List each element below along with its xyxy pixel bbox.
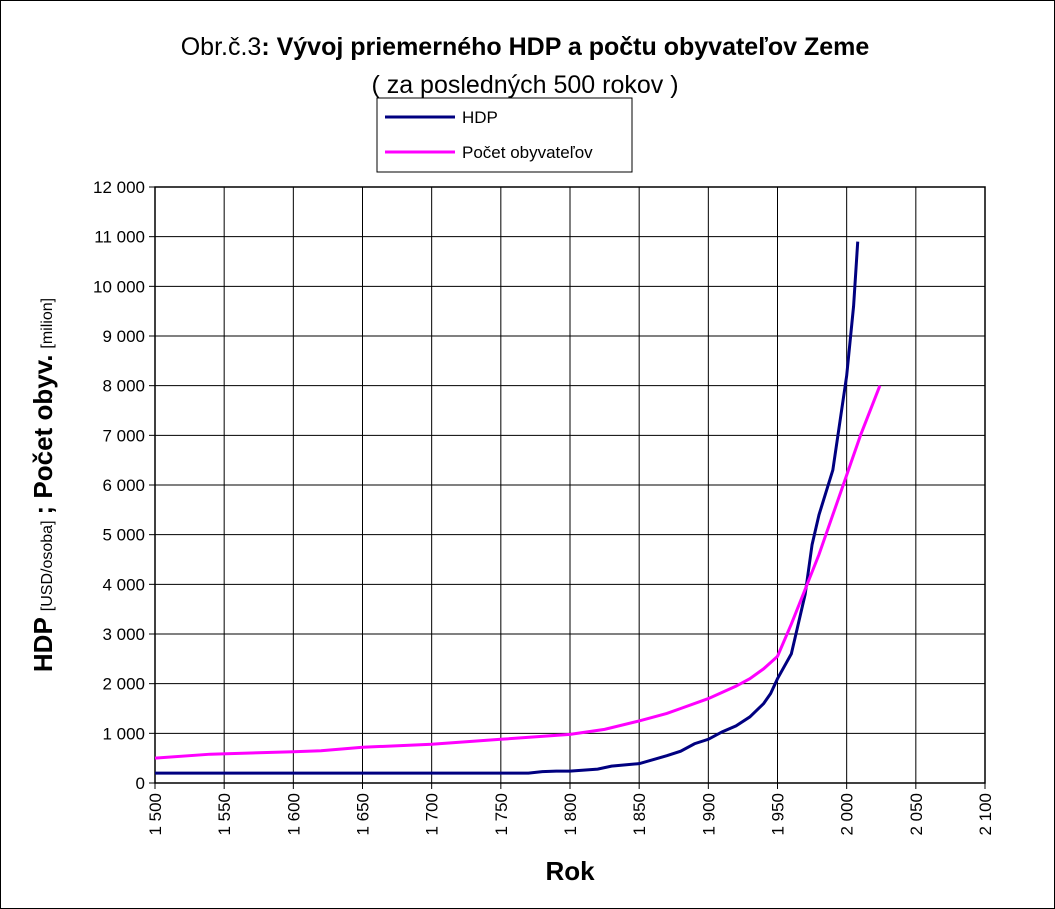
y-tick-label: 3 000 — [102, 625, 145, 644]
legend-box — [376, 97, 633, 173]
x-tick-label: 1 650 — [354, 793, 373, 836]
y-tick-label: 8 000 — [102, 377, 145, 396]
x-tick-label: 1 550 — [215, 793, 234, 836]
x-tick-label: 1 900 — [699, 793, 718, 836]
y-tick-label: 0 — [136, 774, 145, 793]
chart-title: Obr.č.3: Vývoj priemerného HDP a počtu o… — [181, 33, 870, 61]
y-tick-label: 6 000 — [102, 476, 145, 495]
y-tick-label: 4 000 — [102, 575, 145, 594]
y-axis-label: HDP [USD/osoba] ; Počet obyv. [milion] — [28, 298, 58, 672]
x-tick-label: 2 050 — [907, 793, 926, 836]
legend: HDP Počet obyvateľov — [376, 97, 633, 173]
y-axis-label-part: [milion] — [39, 298, 56, 349]
y-tick-label: 7 000 — [102, 426, 145, 445]
line-series — [155, 241, 860, 775]
x-tick-label: 1 950 — [769, 793, 788, 836]
y-tick-label: 9 000 — [102, 327, 145, 346]
x-tick-label: 1 750 — [492, 793, 511, 836]
line-series — [154, 385, 882, 760]
x-tick-label: 1 500 — [146, 793, 165, 836]
y-axis-label-part: ; Počet obyv. — [28, 355, 58, 515]
x-axis-label: Rok — [545, 856, 595, 886]
x-tick-label: 1 800 — [561, 793, 580, 836]
y-tick-label: 10 000 — [93, 277, 145, 296]
y-tick-label: 1 000 — [102, 724, 145, 743]
chart-subtitle: ( za posledných 500 rokov ) — [371, 71, 678, 99]
x-tick-label: 2 100 — [976, 793, 995, 836]
x-tick-label: 1 700 — [423, 793, 442, 836]
y-tick-label: 2 000 — [102, 675, 145, 694]
x-tick-label: 1 850 — [630, 793, 649, 836]
y-tick-label: 12 000 — [93, 178, 145, 197]
legend-label: Počet obyvateľov — [462, 143, 593, 162]
y-tick-label: 11 000 — [94, 228, 145, 247]
x-tick-label: 2 000 — [838, 793, 857, 836]
title-prefix: Obr.č.3 — [181, 33, 262, 61]
legend-label: HDP — [462, 108, 498, 127]
plot-area — [154, 186, 986, 784]
y-axis-label-part: [USD/osoba] — [39, 520, 56, 611]
y-axis-label-part: HDP — [28, 617, 58, 672]
y-tick-label: 5 000 — [102, 526, 145, 545]
title-main: : Vývoj priemerného HDP a počtu obyvateľ… — [261, 33, 869, 61]
x-tick-label: 1 600 — [284, 793, 303, 836]
